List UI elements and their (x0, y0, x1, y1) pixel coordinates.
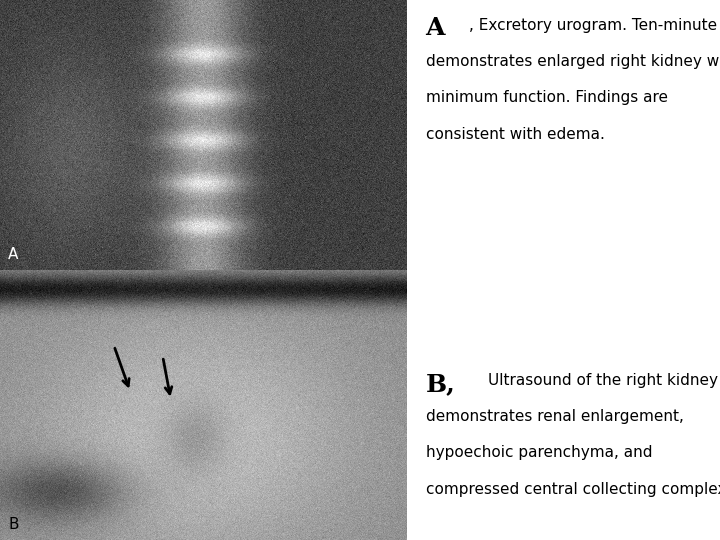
Text: A: A (426, 16, 445, 40)
Text: A: A (8, 247, 19, 262)
Text: hypoechoic parenchyma, and: hypoechoic parenchyma, and (426, 446, 652, 461)
Text: demonstrates renal enlargement,: demonstrates renal enlargement, (426, 409, 683, 424)
Text: demonstrates enlarged right kidney with: demonstrates enlarged right kidney with (426, 54, 720, 69)
Text: Ultrasound of the right kidney: Ultrasound of the right kidney (488, 373, 719, 388)
Text: minimum function. Findings are: minimum function. Findings are (426, 90, 667, 105)
Text: B: B (8, 517, 19, 532)
Text: compressed central collecting complex: compressed central collecting complex (426, 482, 720, 497)
Text: consistent with edema.: consistent with edema. (426, 127, 605, 142)
Text: , Excretory urogram. Ten-minute film: , Excretory urogram. Ten-minute film (469, 17, 720, 32)
Text: B,: B, (426, 373, 455, 396)
